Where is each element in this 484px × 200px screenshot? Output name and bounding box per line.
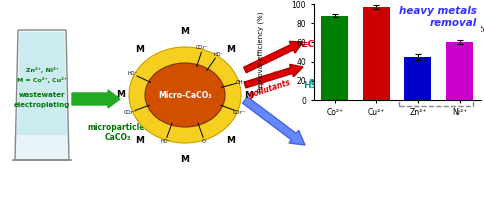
Text: Micro-CaCO₃: Micro-CaCO₃	[158, 90, 212, 99]
Text: HO⁻: HO⁻	[213, 52, 223, 57]
FancyArrowPatch shape	[375, 83, 398, 88]
Bar	[321, 16, 348, 100]
FancyArrow shape	[244, 64, 303, 88]
Text: microparticles: microparticles	[87, 123, 149, 132]
Text: M: M	[135, 136, 144, 145]
Polygon shape	[15, 30, 69, 160]
Text: M: M	[135, 45, 144, 54]
Bar	[446, 42, 473, 100]
Text: CO₃²⁻: CO₃²⁻	[196, 45, 210, 50]
Text: OH⁻: OH⁻	[236, 80, 246, 85]
Polygon shape	[424, 55, 448, 82]
FancyArrowPatch shape	[311, 57, 353, 80]
Text: ≡Co(II): ≡Co(II)	[301, 40, 335, 49]
Text: M: M	[117, 90, 125, 99]
FancyArrow shape	[244, 41, 303, 73]
Text: CO₃²⁻: CO₃²⁻	[123, 110, 137, 115]
FancyArrow shape	[72, 90, 120, 108]
Y-axis label: Removal efficiency (%): Removal efficiency (%)	[257, 12, 263, 92]
FancyArrow shape	[242, 97, 305, 145]
Text: organic
pollutants: organic pollutants	[244, 68, 292, 100]
Text: M: M	[226, 136, 235, 145]
Text: M: M	[181, 26, 190, 36]
Ellipse shape	[145, 63, 225, 127]
Text: organic pollutants: organic pollutants	[404, 91, 468, 97]
Bar	[405, 57, 431, 100]
Text: heavy metals
removal: heavy metals removal	[399, 6, 477, 28]
Text: CO₃²⁻: CO₃²⁻	[233, 110, 246, 115]
Text: M: M	[244, 90, 254, 99]
FancyArrowPatch shape	[330, 45, 354, 51]
Text: HO⁻: HO⁻	[127, 71, 137, 76]
FancyArrowPatch shape	[329, 40, 353, 46]
Text: •OH/¹O₂: •OH/¹O₂	[345, 80, 385, 90]
Text: M: M	[181, 154, 190, 164]
Ellipse shape	[129, 47, 241, 143]
Text: CaCO₃: CaCO₃	[105, 134, 131, 142]
Text: electroplating: electroplating	[14, 102, 70, 108]
Text: HO⁻: HO⁻	[160, 139, 170, 144]
Polygon shape	[17, 32, 67, 135]
Text: M = Co²⁺, Cu²⁺: M = Co²⁺, Cu²⁺	[17, 77, 67, 83]
FancyArrowPatch shape	[328, 57, 355, 80]
Text: PMS: PMS	[256, 51, 280, 69]
Text: HSO₅⁻: HSO₅⁻	[302, 80, 333, 90]
Text: Zn²⁺, Ni²⁺: Zn²⁺, Ni²⁺	[26, 67, 59, 73]
Text: O⁻: O⁻	[202, 139, 208, 144]
Text: M: M	[226, 45, 235, 54]
Text: wastewater: wastewater	[19, 92, 65, 98]
FancyBboxPatch shape	[399, 82, 473, 106]
Text: ≡Co(III): ≡Co(III)	[346, 40, 384, 49]
Bar	[363, 7, 390, 100]
Text: degradation intermediates,
CO₂+H₂O: degradation intermediates, CO₂+H₂O	[377, 25, 484, 45]
